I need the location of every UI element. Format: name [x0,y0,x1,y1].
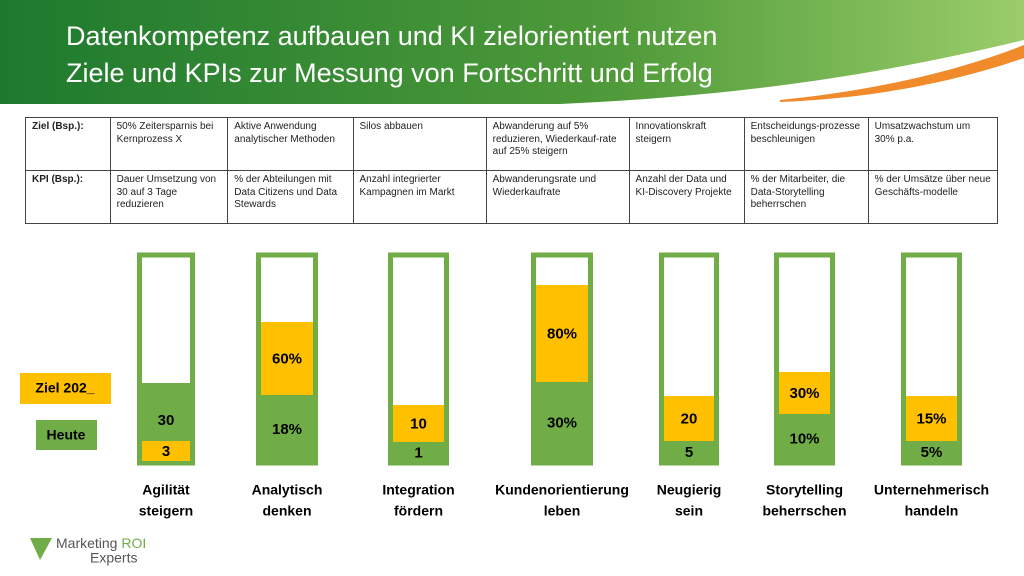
goal-value: 60% [272,350,302,367]
bar-label: fördern [394,503,443,519]
today-fill [258,395,316,463]
table-cell: Aktive Anwendung analytischer Methoden [227,117,354,171]
goal-value: 30 [158,412,175,429]
today-fill [533,382,591,463]
bar-label: Unternehmerisch [874,482,989,498]
bar-label: handeln [905,503,959,519]
goal-box [779,372,830,414]
goal-box [536,285,588,382]
table-cell: KPI (Bsp.): [25,170,111,224]
table-cell: Anzahl integrierter Kampagnen im Markt [352,170,487,224]
today-value: 18% [272,421,302,438]
title: Ziele und KPIs zur Messung von Fortschri… [66,58,713,88]
table-cell: Abwanderung auf 5% reduzieren, Wiederkau… [485,117,630,171]
today-fill [390,442,447,463]
table-cell: Umsatzwachstum um 30% p.a. [867,117,999,171]
table-row: KPI (Bsp.): Dauer Umsetzung von 30 auf 3 … [25,170,999,224]
bar-label: Integration [382,482,454,498]
table-cell: % der Abteilungen mit Data Citizens und … [227,170,354,224]
table-cell: % der Umsätze über neue Geschäfts-modell… [867,170,999,224]
goal-box [906,396,957,441]
table-cell: % der Mitarbeiter, die Data-Storytelling… [743,170,869,224]
logo-icon [30,538,52,560]
legend-goal [20,373,111,404]
today-value: 5 [685,444,693,461]
today-box [142,441,190,461]
table-row: Ziel (Bsp.): 50% Zeitersparnis bei Kernpr… [25,117,999,171]
goals-table: Ziel (Bsp.): 50% Zeitersparnis bei Kernpr… [25,117,999,224]
table-cell: Anzahl der Data und KI-Discovery Projekt… [628,170,745,224]
goal-value: 10 [410,415,427,432]
today-value: 30% [547,414,577,431]
goal-value: 30% [789,385,819,402]
goal-value: 80% [547,325,577,342]
bar-label: sein [675,503,703,519]
table-cell: Abwanderungsrate und Wiederkaufrate [485,170,630,224]
goal-value: 20 [681,410,698,427]
table-cell: Innovationskraft steigern [628,117,745,171]
goal-value: 15% [916,410,946,427]
bar-label: Analytisch [252,482,323,498]
logo-text: Marketing ROI [56,535,146,551]
today-fill [903,441,960,463]
goal-box [261,322,313,395]
bar-label: Kundenorientierung [495,482,629,498]
table-cell: Ziel (Bsp.): [25,117,111,171]
title: Datenkompetenz aufbauen und KI zielorien… [66,21,717,51]
bar-label: steigern [139,503,193,519]
bar-label: denken [262,503,311,519]
today-value: 5% [921,444,943,461]
table-cell: Entscheidungs-prozesse beschleunigen [743,117,869,171]
legend-today [36,420,97,450]
table-cell: Dauer Umsetzung von 30 auf 3 Tage reduzi… [109,170,229,224]
legend-goal-label: Ziel 202_ [35,380,94,396]
bar-label: leben [544,503,581,519]
today-value: 10% [789,430,819,447]
today-fill [776,414,833,463]
bar-label: Agilität [142,482,190,498]
today-value: 3 [162,443,170,460]
today-fill [661,441,717,463]
table-cell: 50% Zeitersparnis bei Kernprozess X [109,117,229,171]
logo-text: Experts [90,550,137,566]
bar-label: Storytelling [766,482,843,498]
header-band [0,0,1024,104]
bar-label: Neugierig [657,482,722,498]
table-cell: Silos abbauen [352,117,487,171]
legend-today-label: Heute [47,427,86,443]
bar-label: beherrschen [762,503,846,519]
today-value: 1 [414,444,422,461]
goal-box [664,396,714,441]
goal-box [393,405,444,442]
